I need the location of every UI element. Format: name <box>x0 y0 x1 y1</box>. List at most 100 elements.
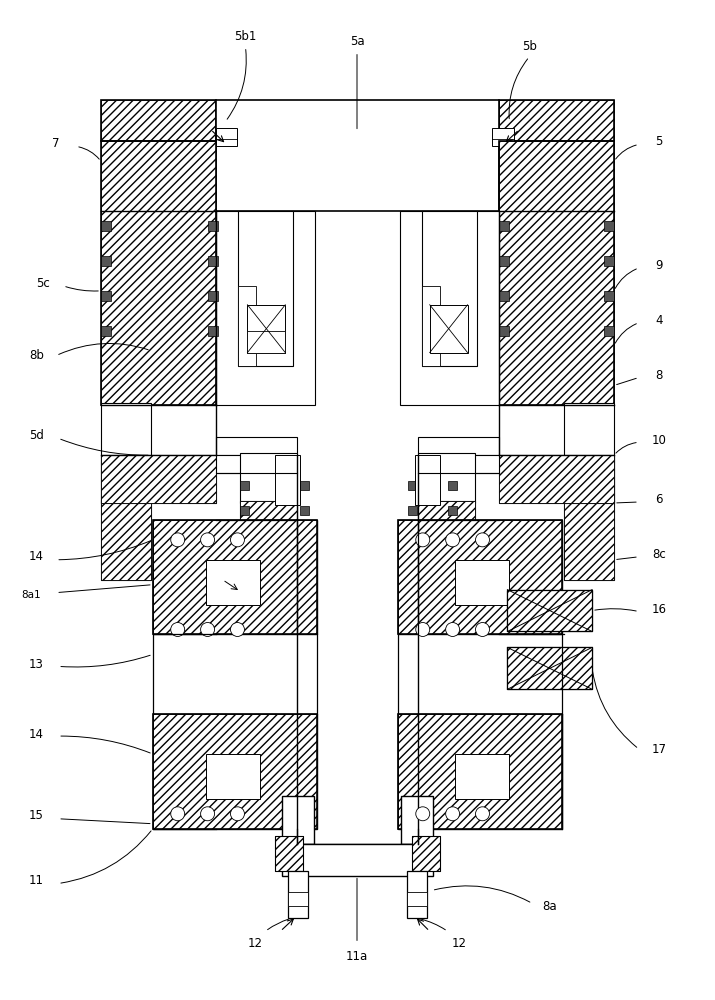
Bar <box>101 221 111 231</box>
Bar <box>398 714 562 829</box>
Circle shape <box>445 533 460 547</box>
Bar <box>448 506 457 515</box>
Bar <box>418 501 475 547</box>
Bar <box>240 481 250 490</box>
Text: 12: 12 <box>248 937 263 950</box>
Circle shape <box>416 807 430 821</box>
Bar <box>407 892 427 906</box>
Bar <box>207 221 217 231</box>
Text: 5b1: 5b1 <box>235 30 257 43</box>
Bar <box>398 714 562 829</box>
Bar <box>412 836 440 871</box>
Circle shape <box>230 533 245 547</box>
Bar <box>422 286 440 366</box>
Bar <box>508 647 592 689</box>
Bar <box>500 100 614 141</box>
Bar <box>604 256 614 266</box>
Bar <box>401 796 433 844</box>
Text: 11a: 11a <box>346 950 368 963</box>
Bar <box>153 520 317 634</box>
Circle shape <box>475 807 490 821</box>
Bar <box>207 326 217 336</box>
Bar <box>398 520 562 634</box>
Bar <box>288 871 308 918</box>
Bar <box>508 590 592 631</box>
Bar <box>101 100 215 141</box>
Bar <box>101 455 215 503</box>
Text: 11: 11 <box>29 874 44 887</box>
Circle shape <box>230 623 245 636</box>
Bar <box>500 100 614 141</box>
Circle shape <box>475 533 490 547</box>
Bar <box>500 455 614 503</box>
Bar <box>282 844 433 876</box>
Bar <box>207 291 217 301</box>
Bar <box>418 501 475 547</box>
Bar <box>398 714 562 829</box>
Bar <box>282 796 314 844</box>
Bar <box>239 211 293 366</box>
Bar <box>300 506 309 515</box>
Bar <box>282 844 433 861</box>
Bar <box>398 520 562 634</box>
Circle shape <box>171 807 184 821</box>
Bar <box>430 305 468 353</box>
Bar <box>101 326 111 336</box>
Circle shape <box>416 533 430 547</box>
Text: 7: 7 <box>52 137 60 150</box>
Bar <box>500 291 509 301</box>
Text: 5c: 5c <box>36 277 50 290</box>
Text: 8b: 8b <box>29 349 44 362</box>
Bar <box>101 291 111 301</box>
Bar <box>300 481 309 490</box>
Bar <box>153 714 317 829</box>
Bar <box>500 221 509 231</box>
Bar <box>247 331 285 353</box>
Bar <box>206 754 260 799</box>
Bar <box>455 560 509 605</box>
Bar <box>460 455 500 473</box>
Bar <box>500 141 614 405</box>
Bar <box>604 291 614 301</box>
Text: 6: 6 <box>655 493 663 506</box>
Bar <box>240 501 297 547</box>
Bar <box>215 437 297 455</box>
Bar <box>275 836 303 871</box>
Bar <box>500 455 614 503</box>
Text: 5d: 5d <box>29 429 44 442</box>
Bar <box>288 892 308 906</box>
Text: 5: 5 <box>655 135 663 148</box>
Bar <box>206 560 260 605</box>
Bar <box>418 437 500 455</box>
Text: 4: 4 <box>655 314 663 327</box>
Circle shape <box>171 623 184 636</box>
Text: 8c: 8c <box>652 548 666 561</box>
Bar <box>500 256 509 266</box>
Bar <box>101 455 215 503</box>
Bar <box>240 501 297 547</box>
Bar <box>215 455 255 473</box>
Bar <box>101 500 151 580</box>
Bar <box>604 326 614 336</box>
Bar <box>153 714 317 829</box>
Bar <box>101 500 151 580</box>
Bar <box>500 141 614 405</box>
Bar <box>508 590 592 631</box>
Text: 13: 13 <box>29 658 44 671</box>
Bar <box>564 500 614 580</box>
Circle shape <box>416 623 430 636</box>
Bar <box>101 141 215 405</box>
Bar <box>240 453 297 503</box>
Bar <box>408 506 417 515</box>
Bar <box>422 211 476 366</box>
Bar <box>407 871 427 918</box>
Text: 8a: 8a <box>542 900 556 913</box>
Circle shape <box>201 533 214 547</box>
Text: 17: 17 <box>651 743 666 756</box>
Bar <box>275 455 300 505</box>
Bar <box>564 500 614 580</box>
Circle shape <box>171 533 184 547</box>
Bar <box>400 211 500 405</box>
Bar <box>215 100 500 211</box>
Bar <box>448 481 457 490</box>
